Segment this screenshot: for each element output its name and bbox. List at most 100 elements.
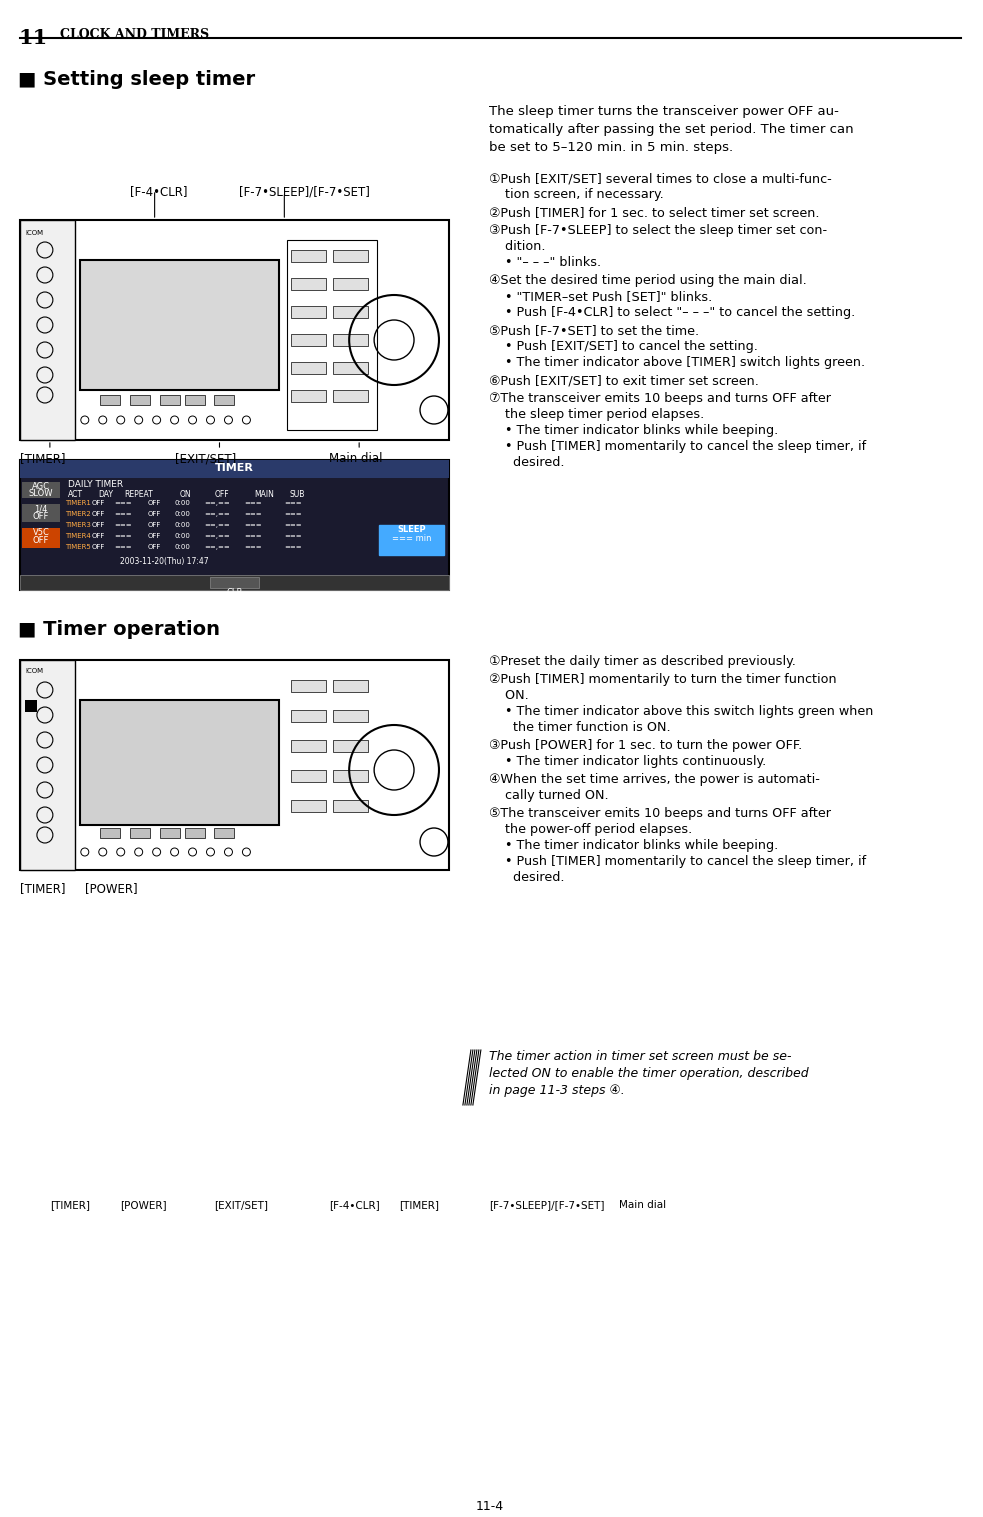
Text: ⑤The transceiver emits 10 beeps and turns OFF after: ⑤The transceiver emits 10 beeps and turn… — [489, 807, 831, 821]
Bar — [291, 390, 326, 402]
Text: OFF: OFF — [91, 545, 105, 551]
Text: desired.: desired. — [489, 457, 564, 469]
Text: ===: === — [115, 545, 133, 551]
Text: ④Set the desired time period using the main dial.: ④Set the desired time period using the m… — [489, 275, 807, 287]
Text: lected ON to enable the timer operation, described: lected ON to enable the timer operation,… — [489, 1066, 808, 1080]
Text: in page 11-3 steps ④.: in page 11-3 steps ④. — [489, 1085, 624, 1097]
Text: 11: 11 — [18, 27, 47, 49]
Text: tomatically after passing the set period. The timer can: tomatically after passing the set period… — [489, 123, 853, 137]
Text: SLEEP: SLEEP — [398, 525, 427, 534]
Bar — [20, 460, 449, 478]
Text: ===: === — [284, 522, 302, 528]
Text: ④When the set time arrives, the power is automati-: ④When the set time arrives, the power is… — [489, 774, 820, 786]
Text: DAILY TIMER: DAILY TIMER — [68, 479, 123, 488]
Bar — [333, 278, 369, 290]
Text: 0:00: 0:00 — [175, 545, 191, 551]
Text: ①Preset the daily timer as described previously.: ①Preset the daily timer as described pre… — [489, 655, 795, 667]
Text: The sleep timer turns the transceiver power OFF au-: The sleep timer turns the transceiver po… — [489, 105, 838, 118]
Text: TIMER2: TIMER2 — [65, 511, 90, 517]
Text: 0:00: 0:00 — [175, 522, 191, 528]
Text: ==,==: ==,== — [204, 532, 230, 539]
Bar — [333, 680, 369, 692]
Text: TIMER1: TIMER1 — [65, 501, 90, 507]
Bar — [333, 710, 369, 722]
Text: 11-4: 11-4 — [476, 1500, 504, 1512]
Bar — [291, 306, 326, 319]
Bar — [20, 220, 75, 440]
Bar — [333, 334, 369, 346]
Text: • Push [F-4•CLR] to select "– – –" to cancel the setting.: • Push [F-4•CLR] to select "– – –" to ca… — [489, 306, 855, 319]
Bar — [20, 220, 449, 440]
Bar — [80, 699, 279, 825]
Bar — [214, 394, 235, 405]
Text: CLOCK AND TIMERS: CLOCK AND TIMERS — [60, 27, 209, 41]
Bar — [291, 710, 326, 722]
Bar — [20, 460, 449, 590]
Bar — [130, 828, 149, 837]
Bar — [209, 576, 260, 589]
Text: 2003-11-20(Thu) 17:47: 2003-11-20(Thu) 17:47 — [120, 557, 208, 566]
Text: OFF: OFF — [91, 511, 105, 517]
Text: OFF: OFF — [147, 545, 161, 551]
Text: REPEAT: REPEAT — [125, 490, 153, 499]
Text: • The timer indicator lights continuously.: • The timer indicator lights continuousl… — [489, 755, 766, 768]
Text: OFF: OFF — [91, 522, 105, 528]
Text: ■ Timer operation: ■ Timer operation — [18, 620, 220, 639]
Text: ==,==: ==,== — [204, 511, 230, 517]
Text: 0:00: 0:00 — [175, 511, 191, 517]
Bar — [291, 771, 326, 781]
Text: OFF: OFF — [147, 532, 161, 539]
Text: • Push [TIMER] momentarily to cancel the sleep timer, if: • Push [TIMER] momentarily to cancel the… — [489, 856, 866, 868]
Text: cally turned ON.: cally turned ON. — [489, 789, 608, 802]
Text: OFF: OFF — [147, 522, 161, 528]
Text: AGC: AGC — [31, 482, 50, 492]
Text: ===: === — [284, 532, 302, 539]
Text: ==,==: ==,== — [204, 522, 230, 528]
Text: ===: === — [245, 545, 262, 551]
Bar — [20, 660, 449, 871]
Text: ===: === — [245, 511, 262, 517]
Text: ACT: ACT — [68, 490, 83, 499]
Text: ②Push [TIMER] for 1 sec. to select timer set screen.: ②Push [TIMER] for 1 sec. to select timer… — [489, 206, 820, 218]
Text: ===: === — [115, 501, 133, 507]
Bar — [25, 699, 37, 711]
Text: Main dial: Main dial — [329, 452, 382, 466]
Text: OFF: OFF — [214, 490, 229, 499]
Bar — [22, 482, 60, 498]
Bar — [185, 394, 204, 405]
Bar — [80, 259, 279, 390]
Bar — [20, 575, 449, 590]
Text: ①Push [EXIT/SET] several times to close a multi-func-: ①Push [EXIT/SET] several times to close … — [489, 171, 832, 185]
Bar — [291, 363, 326, 375]
Text: ===: === — [284, 545, 302, 551]
Text: • The timer indicator above this switch lights green when: • The timer indicator above this switch … — [489, 705, 873, 718]
Text: [EXIT/SET]: [EXIT/SET] — [175, 452, 236, 466]
Text: ===: === — [284, 501, 302, 507]
Bar — [22, 528, 60, 548]
Text: === min: === min — [392, 534, 432, 543]
Text: desired.: desired. — [489, 871, 564, 884]
Text: OFF: OFF — [32, 513, 49, 520]
Text: [TIMER]: [TIMER] — [20, 452, 66, 466]
Text: the timer function is ON.: the timer function is ON. — [489, 721, 670, 734]
Bar — [159, 394, 180, 405]
Text: DAY: DAY — [97, 490, 113, 499]
Bar — [333, 363, 369, 375]
Bar — [130, 394, 149, 405]
Text: ⑦The transceiver emits 10 beeps and turns OFF after: ⑦The transceiver emits 10 beeps and turn… — [489, 391, 831, 405]
Text: [TIMER]: [TIMER] — [20, 881, 66, 895]
Text: ③Push [F-7•SLEEP] to select the sleep timer set con-: ③Push [F-7•SLEEP] to select the sleep ti… — [489, 225, 827, 237]
Bar — [99, 828, 120, 837]
Text: TIMER4: TIMER4 — [65, 532, 90, 539]
Text: [EXIT/SET]: [EXIT/SET] — [214, 1200, 268, 1211]
Text: ⑥Push [EXIT/SET] to exit timer set screen.: ⑥Push [EXIT/SET] to exit timer set scree… — [489, 375, 759, 387]
Text: • The timer indicator above [TIMER] switch lights green.: • The timer indicator above [TIMER] swit… — [489, 356, 865, 369]
Bar — [214, 828, 235, 837]
Text: ===: === — [115, 511, 133, 517]
Text: [POWER]: [POWER] — [120, 1200, 166, 1211]
Text: dition.: dition. — [489, 240, 546, 253]
Text: • "– – –" blinks.: • "– – –" blinks. — [489, 256, 601, 269]
Bar — [333, 390, 369, 402]
Text: ==,==: ==,== — [204, 545, 230, 551]
Bar — [99, 394, 120, 405]
